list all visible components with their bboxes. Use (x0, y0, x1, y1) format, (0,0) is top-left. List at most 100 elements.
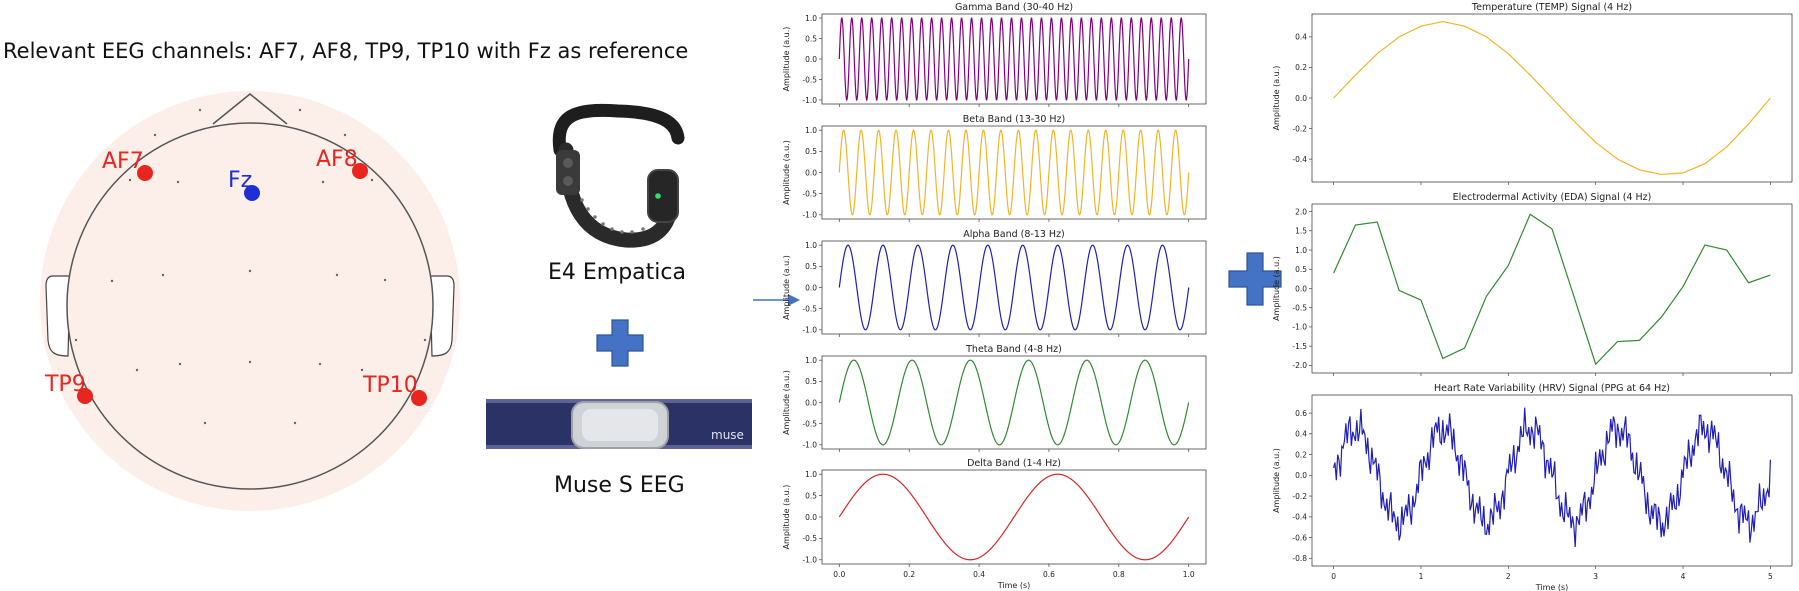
signal-charts: Gamma Band (30-40 Hz) Amplitude (a.u.) 1.0… (782, 2, 1793, 591)
electrode-tp9 (77, 388, 93, 404)
chart-panel-5: Temperature (TEMP) Signal (4 Hz) Amplitud… (1272, 2, 1793, 185)
y-axis-label: Amplitude (a.u.) (782, 140, 791, 205)
y-tick-label: 1.0 (805, 126, 817, 135)
series-line (838, 359, 1190, 446)
y-tick-label: -0.5 (802, 189, 817, 198)
series-line (1333, 213, 1771, 366)
y-tick-label: 1.5 (1295, 227, 1307, 236)
series-line (838, 129, 1190, 216)
series-line (1333, 407, 1771, 547)
chart-title: Temperature (TEMP) Signal (4 Hz) (1471, 2, 1632, 13)
y-axis-label: Amplitude (a.u.) (782, 485, 791, 550)
y-tick-label: -0.4 (1292, 513, 1307, 522)
plus-icon-signals (1228, 252, 1282, 306)
y-tick-label: 0.0 (805, 168, 817, 177)
y-axis-label: Amplitude (a.u.) (1272, 448, 1281, 513)
chart-title: Delta Band (1-4 Hz) (967, 458, 1061, 469)
x-tick-label: 2 (1506, 572, 1511, 581)
y-tick-label: 1.0 (805, 470, 817, 479)
series-line (1333, 20, 1771, 176)
sensor-grid (74, 108, 427, 425)
headband-icon: muse (486, 399, 752, 449)
y-axis-label: Amplitude (a.u.) (1272, 66, 1281, 131)
electrode-tp9-label: TP9 (44, 372, 86, 397)
y-tick-label: 0.5 (805, 262, 817, 271)
chart-panel-0: Gamma Band (30-40 Hz) Amplitude (a.u.) 1.0… (782, 2, 1207, 107)
y-axis-label: Amplitude (a.u.) (782, 370, 791, 435)
y-tick-label: -1.0 (802, 441, 817, 450)
electrode-af8 (352, 163, 368, 179)
y-tick-label: -1.0 (802, 556, 817, 565)
y-axis-label: Amplitude (a.u.) (782, 255, 791, 320)
y-tick-label: -0.2 (1292, 124, 1307, 133)
headline: Relevant EEG channels: AF7, AF8, TP9, TP… (3, 39, 688, 63)
series-line (838, 244, 1190, 331)
y-tick-label: 0.0 (1295, 284, 1307, 293)
electrode-af7 (137, 165, 153, 181)
head-outline (66, 122, 434, 490)
chart-title: Theta Band (4-8 Hz) (965, 344, 1062, 355)
y-tick-label: 1.0 (805, 14, 817, 23)
y-tick-label: -0.5 (802, 419, 817, 428)
y-tick-label: 0.0 (1295, 94, 1307, 103)
y-tick-label: -0.5 (1292, 304, 1307, 313)
y-tick-label: -1.0 (802, 211, 817, 220)
y-tick-label: 0.5 (805, 377, 817, 386)
electrode-tp10 (411, 390, 427, 406)
y-tick-label: -1.0 (802, 96, 817, 105)
y-tick-label: 0.0 (805, 513, 817, 522)
y-axis-label: Amplitude (a.u.) (782, 27, 791, 92)
head-diagram: AF7 AF8 Fz TP9 TP10 (40, 91, 460, 511)
plus-icon (596, 319, 644, 367)
x-axis-label: Time (s) (997, 581, 1031, 590)
left-ear (45, 275, 71, 357)
electrode-af7-label: AF7 (102, 149, 144, 174)
series-line (838, 16, 1190, 102)
y-axis-label: Amplitude (a.u.) (1272, 256, 1281, 321)
y-tick-label: 0.5 (805, 491, 817, 500)
chart-panel-7: Heart Rate Variability (HRV) Signal (PPG… (1272, 383, 1793, 591)
chart-title: Alpha Band (8-13 Hz) (963, 229, 1065, 240)
wristband-icon (552, 103, 685, 248)
electrode-af8-label: AF8 (316, 147, 358, 172)
y-tick-label: 0.0 (1295, 471, 1307, 480)
electrode-tp10-label: TP10 (362, 373, 418, 398)
chart-panel-1: Beta Band (13-30 Hz) Amplitude (a.u.) 1.0 0… (782, 114, 1207, 222)
x-tick-label: 1.0 (1183, 570, 1195, 579)
y-tick-label: -1.5 (1292, 342, 1307, 351)
y-tick-label: -0.8 (1292, 554, 1307, 563)
y-tick-label: -0.5 (802, 304, 817, 313)
y-tick-label: -1.0 (802, 326, 817, 335)
electrode-fz (244, 185, 260, 201)
y-tick-label: -0.4 (1292, 155, 1307, 164)
y-tick-label: 0.0 (805, 283, 817, 292)
y-tick-label: 0.6 (1295, 409, 1307, 418)
chart-frame (1311, 394, 1793, 567)
muse-label: Muse S EEG (554, 473, 685, 498)
y-tick-label: 0.0 (805, 55, 817, 64)
x-tick-label: 0 (1331, 572, 1336, 581)
y-tick-label: 0.5 (1295, 265, 1307, 274)
x-tick-label: 0.0 (833, 570, 845, 579)
right-ear (429, 275, 455, 357)
y-tick-label: 0.2 (1295, 450, 1307, 459)
series-line (838, 473, 1190, 561)
x-tick-label: 4 (1681, 572, 1686, 581)
electrode-fz-label: Fz (228, 168, 252, 193)
flow-arrow (753, 294, 800, 306)
x-tick-label: 0.2 (903, 570, 915, 579)
x-axis-label: Time (s) (1535, 583, 1569, 591)
y-tick-label: -2.0 (1292, 361, 1307, 370)
y-tick-label: 1.0 (805, 356, 817, 365)
y-tick-label: 0.4 (1295, 430, 1307, 439)
y-tick-label: -0.6 (1292, 533, 1307, 542)
y-tick-label: -0.2 (1292, 492, 1307, 501)
y-tick-label: 0.2 (1295, 63, 1307, 72)
x-tick-label: 1 (1419, 572, 1424, 581)
y-tick-label: 0.5 (805, 34, 817, 43)
e4-label: E4 Empatica (548, 260, 686, 285)
muse-brand: muse (711, 428, 744, 442)
chart-panel-2: Alpha Band (8-13 Hz) Amplitude (a.u.) 1.0 0… (782, 229, 1207, 337)
chart-title: Gamma Band (30-40 Hz) (955, 2, 1073, 13)
